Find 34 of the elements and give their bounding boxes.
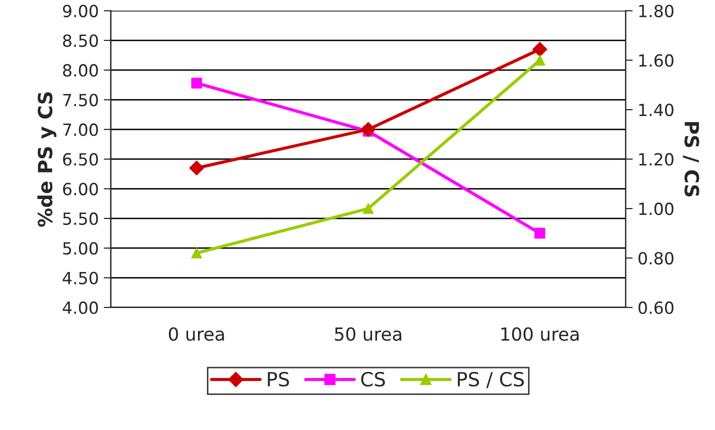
- y2-tick-label: 0.80: [638, 252, 674, 265]
- y-tick-label: 8.00: [63, 64, 98, 77]
- x-tick-label: 50 urea: [334, 327, 402, 341]
- y2-tick-label: 1.00: [639, 202, 674, 216]
- legend-label: PS / CS: [458, 372, 524, 388]
- point: [360, 122, 376, 137]
- y-tick-label: 4.00: [62, 301, 98, 314]
- y-tick-label: 5.00: [63, 242, 98, 255]
- y2-tick-label: 1.40: [639, 104, 674, 116]
- point: [362, 203, 374, 214]
- point: [532, 42, 548, 57]
- point: [534, 54, 546, 66]
- y-tick-label: 6.00: [63, 182, 98, 196]
- point: [189, 160, 204, 176]
- y2-tick-label: 1.80: [639, 4, 674, 18]
- y2-axis-title: PS / CS: [682, 122, 700, 196]
- x-tick-label: 100 urea: [501, 327, 579, 341]
- point: [191, 78, 202, 89]
- y-tick-label: 5.50: [63, 212, 98, 226]
- y-tick-label: 7.00: [63, 123, 98, 136]
- point: [191, 248, 202, 258]
- legend-label: CS: [361, 372, 385, 387]
- point: [534, 228, 546, 239]
- y-tick-label: 7.50: [63, 94, 98, 106]
- y-tick-label: 4.50: [62, 272, 98, 284]
- y2-tick-label: 1.60: [639, 54, 674, 67]
- legend-label: PS: [268, 372, 289, 387]
- y-axis-title: %de PS y CS: [37, 92, 56, 227]
- x-tick-label: 0 urea: [168, 327, 224, 341]
- y2-tick-label: 1.20: [639, 153, 674, 166]
- y2-tick-label: 0.60: [638, 301, 674, 314]
- y-tick-label: 6.50: [63, 153, 98, 166]
- y-tick-label: 9.00: [62, 4, 98, 18]
- y-tick-label: 8.50: [63, 34, 98, 47]
